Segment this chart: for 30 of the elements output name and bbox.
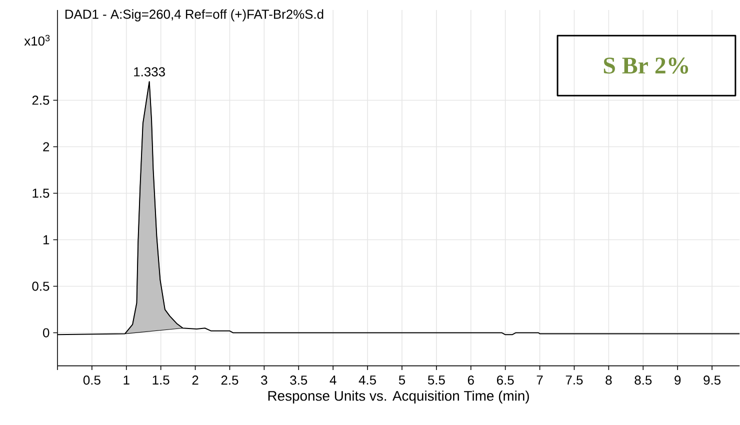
x-tick-label: 9.5 <box>704 376 720 385</box>
x-tick-label: 0.5 <box>83 376 100 385</box>
x-tick-label: 9 <box>674 376 681 385</box>
x-tick-label: 5.5 <box>428 376 445 385</box>
y-axis-title: x10$^{3}$ <box>24 34 50 46</box>
y-tick-label: 0 <box>43 328 50 338</box>
x-tick-label: 2 <box>192 376 198 385</box>
x-tick-label: 2.5 <box>221 376 238 385</box>
x-tick-label: 1.5 <box>152 376 170 385</box>
x-tick-label: 3.5 <box>290 376 308 385</box>
x-tick-label: 8 <box>606 376 612 385</box>
x-tick-label: 6.5 <box>496 376 514 385</box>
chart-title: DAD1 - A:Sig=260,4 Ref=off (+)FAT-Br2%S.d <box>65 9 324 22</box>
y-tick-label: 0.5 <box>32 282 50 291</box>
x-tick-label: 4 <box>330 376 336 385</box>
y-tick-label: 1.5 <box>32 188 50 198</box>
x-tick-label: 1 <box>124 376 130 385</box>
y-tick-label: 1 <box>43 235 50 244</box>
x-tick-label: 8.5 <box>634 376 652 385</box>
y-tick-label: 2.5 <box>32 96 50 105</box>
x-axis-title: Response Units vs. Acquisition Time (min) <box>268 390 529 404</box>
x-tick-label: 6 <box>468 376 474 385</box>
x-tick-label: 5 <box>398 376 406 385</box>
x-tick-label: 3 <box>261 376 268 385</box>
y-tick-label: 2 <box>43 142 50 152</box>
x-tick-label: 7.5 <box>566 376 583 385</box>
annotation: 1.333 <box>134 67 165 77</box>
x-tick-label: 4.5 <box>358 376 376 385</box>
annotation: S Br 2% <box>604 58 688 74</box>
x-tick-label: 7 <box>536 376 543 385</box>
